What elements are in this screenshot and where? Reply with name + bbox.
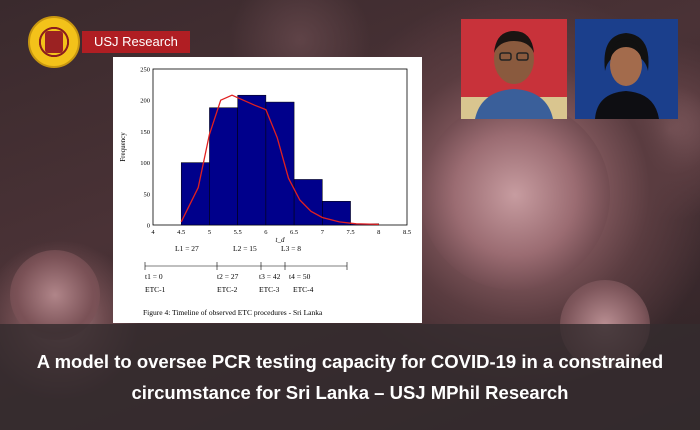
- category-tag[interactable]: USJ Research: [82, 31, 190, 53]
- density-curve: [180, 94, 379, 226]
- timeline-point-4: t4 = 50: [289, 272, 311, 281]
- y-tick-label: 150: [140, 129, 150, 136]
- x-tick-label: 7: [321, 229, 325, 236]
- x-tick-label: 5.5: [234, 229, 242, 236]
- figure-panel: 0 50 100 150 200 250 4 4.5 5 5.5 6 6.5 7 7.5 8 8.5 Fre…: [113, 57, 422, 323]
- y-tick-label: 50: [144, 191, 151, 198]
- histogram-bar: [237, 94, 267, 226]
- y-tick-label: 0: [147, 223, 150, 230]
- timeline-stage-1: ETC-1: [145, 285, 166, 294]
- histogram-bar: [293, 179, 323, 226]
- researcher-photo-2: [575, 19, 678, 119]
- y-tick-label: 200: [140, 98, 150, 105]
- virus-illustration: [420, 100, 610, 290]
- person-portrait-icon: [461, 19, 567, 119]
- timeline-point-3: t3 = 42: [259, 272, 281, 281]
- x-tick-label: 5: [208, 229, 211, 236]
- timeline-stage-2: ETC-2: [217, 285, 238, 294]
- x-tick-label: 8: [377, 229, 380, 236]
- x-tick-label: 7.5: [346, 229, 354, 236]
- timeline: L1 = 27 L2 = 15 L3 = 8 t1 = 0 t2 = 27 t3…: [144, 244, 348, 294]
- researcher-photo-1: [461, 19, 567, 119]
- university-seal-icon[interactable]: [28, 16, 80, 68]
- y-tick-label: 100: [140, 160, 150, 167]
- timeline-point-1: t1 = 0: [145, 272, 163, 281]
- x-axis-label: t_d: [276, 236, 285, 244]
- histogram-bar: [209, 107, 238, 226]
- timeline-point-2: t2 = 27: [217, 272, 239, 281]
- article-title[interactable]: A model to oversee PCR testing capacity …: [36, 351, 664, 403]
- y-tick-label: 250: [140, 67, 150, 74]
- timeline-length-2: L2 = 15: [233, 244, 257, 253]
- histogram-chart: 0 50 100 150 200 250 4 4.5 5 5.5 6 6.5 7 7.5 8 8.5 Fre…: [119, 67, 411, 318]
- figure-caption: Figure 4: Timeline of observed ETC proce…: [143, 308, 323, 317]
- person-portrait-icon: [575, 19, 678, 119]
- timeline-stage-4: ETC-4: [293, 285, 314, 294]
- x-tick-label: 4: [151, 229, 155, 236]
- timeline-length-1: L1 = 27: [175, 244, 199, 253]
- x-tick-label: 8.5: [403, 229, 411, 236]
- y-axis-label: Frequency: [119, 132, 127, 162]
- x-tick-label: 4.5: [177, 229, 185, 236]
- x-tick-label: 6: [264, 229, 268, 236]
- title-band: [0, 324, 700, 430]
- x-tick-label: 6.5: [290, 229, 298, 236]
- timeline-length-3: L3 = 8: [281, 244, 301, 253]
- timeline-stage-3: ETC-3: [259, 285, 280, 294]
